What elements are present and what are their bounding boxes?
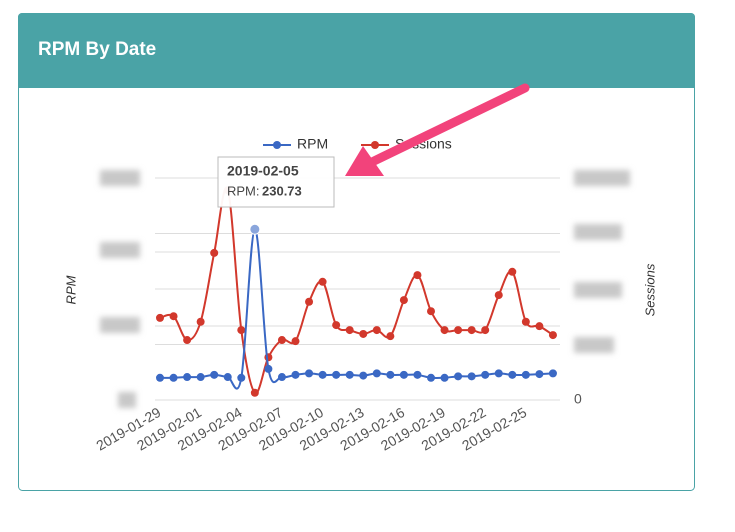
data-point — [399, 296, 408, 305]
data-point — [521, 317, 530, 326]
data-point — [196, 317, 205, 326]
panel-header — [18, 13, 695, 88]
y2-tick-label: 0 — [574, 391, 582, 407]
data-point — [291, 370, 300, 379]
data-point — [237, 373, 246, 382]
data-point — [156, 373, 164, 382]
data-point — [183, 336, 192, 345]
data-point — [318, 370, 327, 379]
data-point — [359, 371, 368, 380]
data-point — [196, 373, 205, 382]
legend-marker — [273, 141, 281, 149]
data-point — [372, 369, 381, 378]
data-point — [494, 291, 503, 300]
data-point — [345, 326, 354, 335]
tooltip-label: RPM: — [227, 183, 260, 198]
tooltip: 2019-02-05 RPM: 230.73 — [217, 156, 335, 208]
data-point — [277, 373, 286, 382]
data-point — [332, 370, 341, 379]
data-point — [481, 370, 490, 379]
data-point — [535, 370, 544, 379]
y-axis-label: RPM — [63, 275, 78, 304]
data-point — [237, 326, 246, 335]
data-point — [223, 373, 232, 382]
data-point — [467, 326, 476, 335]
data-point — [454, 372, 463, 381]
data-point — [427, 307, 435, 316]
data-point — [210, 370, 219, 379]
data-point — [440, 326, 449, 335]
data-point — [372, 326, 381, 335]
tooltip-point — [249, 223, 261, 235]
arrow-head — [345, 146, 384, 176]
data-point — [210, 248, 219, 257]
data-point — [413, 271, 422, 280]
data-point — [345, 370, 354, 379]
data-point — [169, 312, 178, 321]
data-point — [427, 373, 435, 382]
data-point — [440, 373, 449, 382]
data-point — [183, 373, 192, 382]
data-point — [508, 370, 517, 379]
data-point — [305, 369, 314, 378]
data-point — [548, 331, 557, 340]
data-point — [250, 388, 259, 397]
data-point — [277, 336, 286, 345]
data-point — [548, 369, 557, 378]
panel-title: RPM By Date — [38, 39, 156, 60]
data-point — [264, 353, 273, 362]
data-point — [413, 370, 422, 379]
y2-axis-label: Sessions — [642, 263, 657, 316]
hidden-tick-labels — [100, 170, 630, 408]
data-point — [481, 326, 490, 335]
data-point — [399, 370, 408, 379]
data-point — [535, 322, 544, 331]
data-point — [521, 370, 530, 379]
data-point — [454, 326, 463, 335]
data-point — [508, 267, 517, 276]
data-point — [305, 297, 314, 306]
data-point — [169, 373, 178, 382]
tooltip-title: 2019-02-05 — [227, 163, 299, 179]
data-point — [291, 337, 300, 346]
legend-marker — [371, 141, 379, 149]
data-point — [494, 369, 503, 378]
data-point — [386, 332, 395, 341]
data-point — [156, 313, 164, 322]
data-point — [264, 364, 273, 373]
data-point — [332, 321, 341, 330]
data-point — [359, 329, 368, 338]
tooltip-value: 230.73 — [262, 183, 302, 198]
tooltip-box — [217, 156, 335, 208]
data-point — [467, 372, 476, 381]
legend-label: RPM — [297, 136, 328, 152]
data-point — [386, 370, 395, 379]
arrow — [367, 83, 530, 167]
data-point — [318, 277, 327, 286]
